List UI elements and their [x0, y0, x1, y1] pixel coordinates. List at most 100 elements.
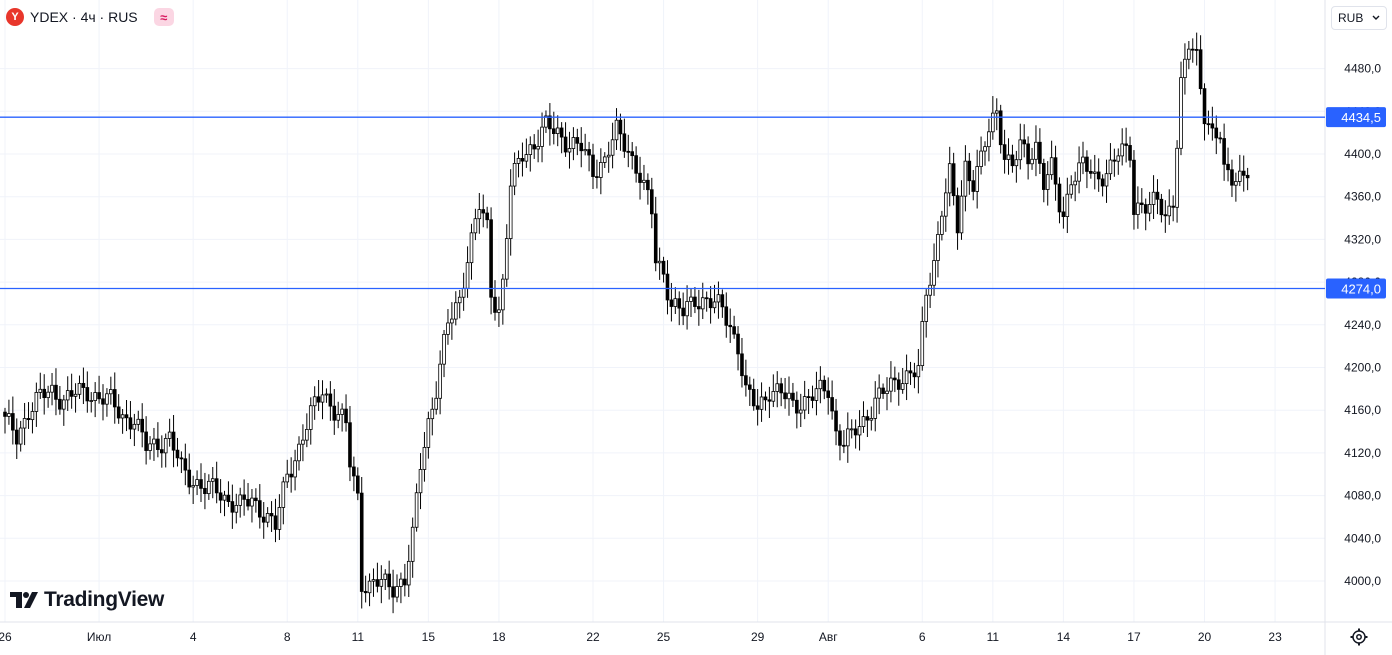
candle-up — [861, 416, 866, 427]
candle-down — [1155, 191, 1160, 200]
candle-up — [379, 579, 384, 587]
candle-down — [626, 150, 631, 153]
candle-up — [46, 391, 50, 399]
candle-up — [426, 418, 431, 448]
candle-up — [818, 379, 823, 390]
candle-down — [595, 176, 599, 178]
currency-select[interactable]: RUB — [1331, 6, 1387, 30]
candle-up — [234, 504, 239, 513]
candle-down — [763, 396, 768, 401]
candle-down — [634, 155, 638, 174]
candle-down — [724, 306, 729, 326]
candle-down — [618, 119, 623, 135]
candle-down — [967, 160, 972, 182]
candle-up — [132, 423, 137, 430]
candle-up — [207, 480, 211, 495]
candle-down — [1089, 171, 1093, 174]
candle-down — [720, 294, 725, 308]
candle-up — [1073, 180, 1077, 186]
candle-up — [340, 408, 344, 415]
candle-down — [650, 189, 654, 215]
candle-down — [736, 333, 740, 355]
candle-up — [308, 405, 313, 430]
candle-down — [951, 163, 956, 197]
candle-up — [994, 110, 999, 114]
candle-up — [93, 392, 97, 401]
candle-down — [124, 414, 129, 419]
candle-down — [579, 142, 584, 152]
gear-icon[interactable] — [1349, 627, 1369, 647]
candle-down — [1085, 156, 1089, 172]
candle-up — [1014, 159, 1019, 167]
candle-up — [528, 144, 533, 155]
candle-up — [38, 388, 43, 393]
candle-down — [587, 149, 591, 156]
candle-down — [779, 383, 783, 394]
tradingview-brand[interactable]: TradingView — [10, 588, 164, 612]
candle-down — [744, 375, 748, 386]
y-tick-label: 4200,0 — [1344, 361, 1381, 375]
candle-up — [657, 260, 662, 264]
candle-down — [520, 158, 525, 162]
candle-up — [583, 149, 587, 152]
candle-up — [1030, 158, 1034, 165]
candle-down — [218, 492, 223, 501]
candle-down — [116, 406, 121, 419]
candle-down — [1022, 139, 1026, 145]
candle-up — [1092, 171, 1097, 174]
candle-up — [602, 156, 607, 163]
candle-down — [387, 573, 391, 588]
candle-up — [873, 397, 878, 419]
candle-down — [54, 384, 58, 400]
candle-up — [567, 148, 572, 153]
candle-up — [301, 439, 305, 445]
candle-up — [152, 438, 156, 445]
candle-down — [806, 396, 811, 398]
candle-up — [979, 150, 983, 167]
candle-down — [908, 370, 913, 374]
symbol-title[interactable]: YDEX · 4ч · RUS — [30, 9, 138, 25]
candle-down — [661, 260, 666, 275]
candle-down — [187, 469, 192, 488]
candle-up — [1183, 58, 1187, 79]
candle-up — [1147, 204, 1152, 214]
candle-down — [697, 306, 701, 310]
x-tick-label: 18 — [492, 630, 506, 644]
candle-down — [493, 296, 497, 313]
candle-down — [179, 457, 184, 460]
candle-up — [869, 418, 874, 421]
candle-up — [1175, 147, 1179, 208]
candle-down — [14, 429, 19, 445]
candle-up — [975, 166, 979, 192]
candle-up — [250, 497, 254, 507]
candle-down — [842, 444, 846, 447]
candle-up — [371, 579, 376, 582]
candle-up — [430, 408, 435, 420]
candle-up — [1234, 181, 1238, 186]
candle-up — [163, 438, 168, 454]
candle-up — [1034, 141, 1038, 160]
symbol-header[interactable]: Y YDEX · 4ч · RUS ≈ — [6, 6, 174, 28]
candle-up — [775, 383, 780, 392]
candle-down — [81, 382, 86, 388]
candle-down — [1194, 49, 1199, 51]
candle-up — [1006, 154, 1011, 160]
x-tick-label: Авг — [819, 630, 838, 644]
candle-down — [751, 388, 756, 407]
indicator-wave-icon[interactable]: ≈ — [153, 8, 174, 26]
candle-down — [159, 449, 164, 454]
candle-down — [1026, 143, 1030, 165]
candle-down — [755, 405, 760, 410]
candle-up — [18, 427, 23, 445]
candle-up — [477, 209, 482, 220]
candle-up — [1018, 139, 1023, 161]
brand-text: TradingView — [44, 588, 165, 611]
candle-down — [653, 213, 658, 264]
candle-down — [646, 179, 650, 191]
candle-up — [167, 431, 172, 439]
level-price-label-bg — [1326, 107, 1386, 128]
candle-down — [1214, 127, 1219, 139]
candle-down — [810, 396, 815, 401]
